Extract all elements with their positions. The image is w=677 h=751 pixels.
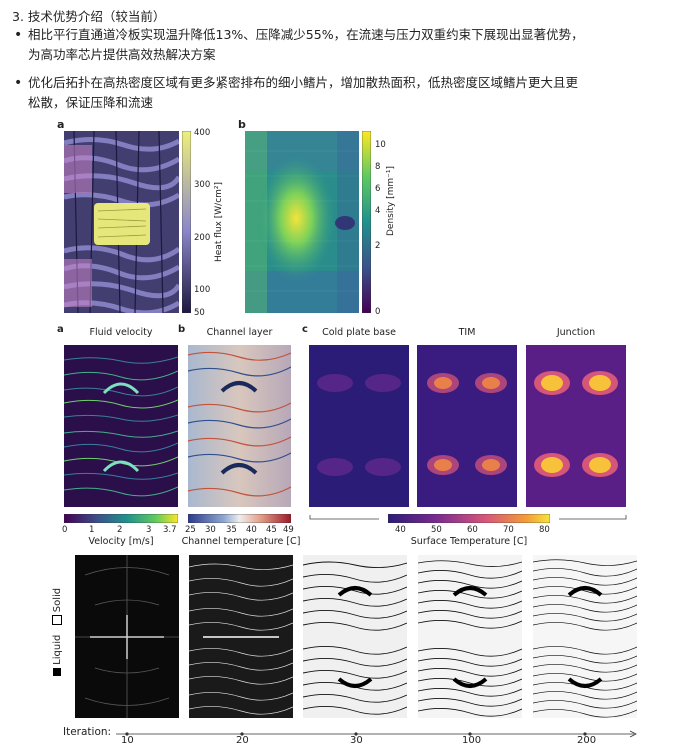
topology-iter-100 (418, 555, 522, 718)
tim-title: TIM (458, 327, 476, 338)
hf-tick: 50 (194, 308, 205, 318)
hf-tick: 100 (194, 285, 211, 295)
mid-panel-b-label: b (178, 324, 186, 335)
iteration-value: 100 (462, 735, 482, 746)
surface-temp-tick: 80 (539, 525, 550, 535)
iteration-value: 30 (350, 735, 363, 746)
liquid-legend-label: Liquid (52, 634, 63, 665)
channel-temp-tick: 30 (205, 525, 216, 535)
heat-flux-colorbar (182, 131, 191, 313)
surface-temp-tick: 40 (395, 525, 406, 535)
density-tick: 10 (375, 140, 386, 150)
topology-iter-30 (303, 555, 407, 718)
mid-panel-a-label: a (57, 324, 64, 335)
bullet-item-1: • 相比平行直通道冷板实现温升降低13%、压降减少55%，在流速与压力双重约束下… (14, 25, 648, 65)
density-tick: 4 (375, 206, 381, 216)
iteration-label: Iteration: (63, 726, 112, 738)
velocity-tick: 0 (62, 525, 68, 535)
mid-panel-c-label: c (302, 324, 308, 335)
velocity-colorbar (64, 514, 178, 523)
bullet-dot: • (14, 75, 23, 91)
heat-flux-axis-label: Heat flux [W/cm²] (214, 181, 224, 262)
hf-tick: 400 (194, 128, 211, 138)
bullet-line: 优化后拓扑在高热密度区域有更多紧密排布的细小鳍片，增加散热面积，低热密度区域鳍片… (28, 75, 579, 90)
surface-temp-colorbar (388, 514, 550, 523)
cold-plate-base-title: Cold plate base (322, 327, 396, 338)
bullet-line: 为高功率芯片提供高效热解决方案 (28, 47, 216, 62)
panel-b-label: b (238, 118, 246, 131)
channel-layer-map (188, 345, 291, 507)
surface-temp-axis-label: Surface Temperature [C] (410, 536, 528, 547)
topology-iter-20 (189, 555, 293, 718)
hf-tick: 200 (194, 233, 211, 243)
density-tick: 2 (375, 241, 381, 251)
velocity-tick: 3 (146, 525, 152, 535)
velocity-tick: 1 (89, 525, 95, 535)
section-heading: 3. 技术优势介绍（较当前） (12, 9, 166, 24)
fluid-velocity-map (64, 345, 178, 507)
junction-map (526, 345, 626, 507)
surface-temp-tick: 60 (467, 525, 478, 535)
density-tick: 8 (375, 162, 381, 172)
hf-tick: 300 (194, 180, 211, 190)
channel-temp-colorbar (188, 514, 291, 523)
density-tick: 6 (375, 184, 381, 194)
channel-temp-axis-label: Channel temperature [C] (181, 536, 301, 547)
bullet-line: 松散，保证压降和流速 (28, 95, 154, 110)
channel-temp-tick: 40 (246, 525, 257, 535)
channel-temp-tick: 45 (266, 525, 277, 535)
topology-iter-200 (533, 555, 637, 718)
panel-a-label: a (57, 118, 65, 131)
bullet-dot: • (14, 27, 23, 43)
iteration-value: 200 (577, 735, 597, 746)
heat-flux-map (64, 131, 179, 313)
density-map (245, 131, 359, 313)
iteration-axis (116, 730, 637, 738)
surface-temp-tick: 50 (431, 525, 442, 535)
surface-temp-bracket (309, 515, 627, 520)
density-colorbar (362, 131, 371, 313)
fluid-velocity-title: Fluid velocity (89, 327, 153, 338)
solid-liquid-legend: Liquid Solid (52, 588, 63, 676)
iteration-value: 20 (236, 735, 249, 746)
surface-temp-tick: 70 (503, 525, 514, 535)
liquid-swatch (53, 668, 61, 676)
bullet-item-2: • 优化后拓扑在高热密度区域有更多紧密排布的细小鳍片，增加散热面积，低热密度区域… (14, 73, 648, 113)
channel-layer-title: Channel layer (206, 327, 273, 338)
channel-temp-tick: 49 (283, 525, 294, 535)
solid-swatch (52, 615, 62, 626)
topology-iter-10 (75, 555, 179, 718)
density-axis-label: Density [mm⁻¹] (386, 166, 396, 236)
iteration-value: 10 (121, 735, 134, 746)
bullet-line: 相比平行直通道冷板实现温升降低13%、压降减少55%，在流速与压力双重约束下展现… (28, 27, 584, 42)
channel-temp-tick: 35 (226, 525, 237, 535)
velocity-axis-label: Velocity [m/s] (88, 536, 154, 547)
tim-map (417, 345, 517, 507)
solid-legend-label: Solid (52, 587, 63, 613)
density-tick: 0 (375, 307, 381, 317)
cold-plate-base-map (309, 345, 409, 507)
velocity-tick: 3.7 (163, 525, 177, 535)
velocity-tick: 2 (117, 525, 123, 535)
junction-title: Junction (556, 327, 596, 338)
channel-temp-tick: 25 (185, 525, 196, 535)
